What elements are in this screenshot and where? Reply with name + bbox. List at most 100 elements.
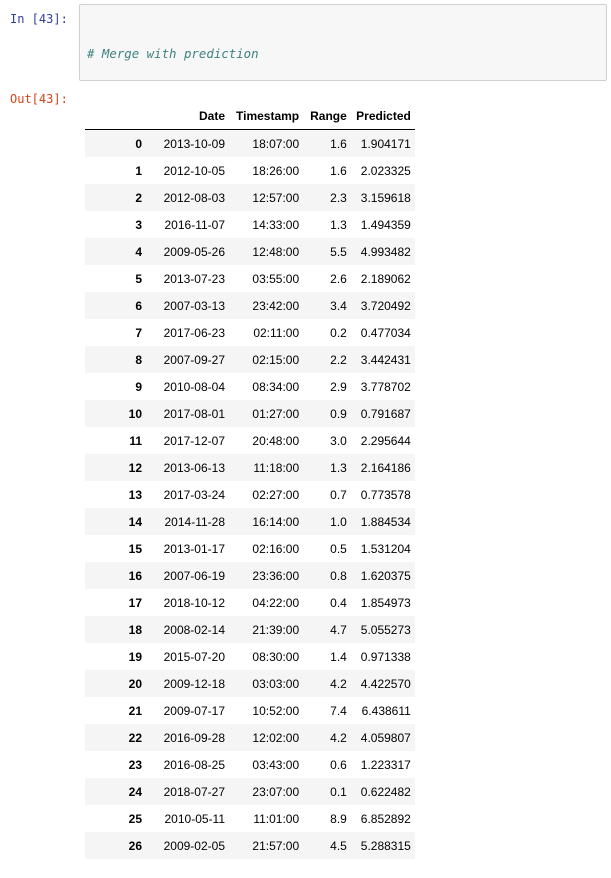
cell-predicted: 0.773578 — [360, 487, 411, 502]
cell-range: 4.2 — [330, 730, 347, 745]
row-index: 10 — [128, 406, 142, 421]
cell-timestamp: 11:18:00 — [253, 460, 300, 475]
table-row: 23 2016-08-25 03:43:00 0.6 1.223317 — [85, 751, 415, 778]
cell-range: 0.5 — [330, 541, 347, 556]
row-index: 9 — [135, 379, 142, 394]
cell-date: 2010-08-04 — [163, 379, 225, 394]
column-header-date: Date — [153, 103, 236, 130]
cell-timestamp: 18:26:00 — [252, 163, 300, 178]
cell-range: 0.4 — [330, 595, 347, 610]
cell-predicted: 6.438611 — [361, 703, 411, 718]
cell-timestamp: 20:48:00 — [252, 433, 300, 448]
table-header-row: Date Timestamp Range Predicted — [85, 103, 415, 130]
cell-timestamp: 16:14:00 — [252, 514, 300, 529]
cell-timestamp: 02:16:00 — [252, 541, 300, 556]
row-index: 16 — [128, 568, 142, 583]
cell-predicted: 6.852892 — [360, 811, 411, 826]
cell-range: 2.3 — [330, 190, 347, 205]
cell-range: 2.9 — [330, 379, 347, 394]
cell-timestamp: 12:02:00 — [252, 730, 300, 745]
row-index: 6 — [135, 298, 142, 313]
table-row: 8 2007-09-27 02:15:00 2.2 3.442431 — [85, 346, 415, 373]
table-row: 18 2008-02-14 21:39:00 4.7 5.055273 — [85, 616, 415, 643]
cell-range: 1.6 — [330, 163, 347, 178]
cell-range: 4.7 — [330, 622, 347, 637]
cell-timestamp: 02:11:00 — [253, 325, 300, 340]
code-input-area[interactable]: # Merge with prediction result = pd.merg… — [79, 4, 607, 81]
row-index: 22 — [128, 730, 142, 745]
row-index: 3 — [135, 217, 142, 232]
cell-range: 7.4 — [330, 703, 347, 718]
cell-predicted: 0.477034 — [360, 325, 411, 340]
table-row: 19 2015-07-20 08:30:00 1.4 0.971338 — [85, 643, 415, 670]
dataframe-table: Date Timestamp Range Predicted 0 2013-10-… — [85, 103, 415, 859]
cell-timestamp: 02:15:00 — [252, 352, 300, 367]
row-index: 24 — [128, 784, 142, 799]
table-row: 24 2018-07-27 23:07:00 0.1 0.622482 — [85, 778, 415, 805]
cell-date: 2018-07-27 — [163, 784, 225, 799]
cell-date: 2016-08-25 — [163, 757, 225, 772]
cell-predicted: 0.971338 — [360, 649, 411, 664]
cell-date: 2018-10-12 — [163, 595, 225, 610]
cell-date: 2013-06-13 — [163, 460, 225, 475]
cell-predicted: 1.620375 — [360, 568, 411, 583]
cell-range: 2.6 — [330, 271, 347, 286]
cell-date: 2013-07-23 — [163, 271, 225, 286]
cell-date: 2009-12-18 — [163, 676, 225, 691]
cell-date: 2016-11-07 — [164, 217, 226, 232]
cell-predicted: 1.884534 — [360, 514, 411, 529]
table-row: 1 2012-10-05 18:26:00 1.6 2.023325 — [85, 157, 415, 184]
cell-date: 2007-03-13 — [163, 298, 225, 313]
table-row: 13 2017-03-24 02:27:00 0.7 0.773578 — [85, 481, 415, 508]
cell-timestamp: 10:52:00 — [252, 703, 300, 718]
cell-date: 2009-02-05 — [163, 838, 225, 853]
cell-date: 2008-02-14 — [163, 622, 225, 637]
row-index: 5 — [135, 271, 142, 286]
cell-predicted: 4.422570 — [360, 676, 411, 691]
cell-range: 1.4 — [330, 649, 347, 664]
row-index: 18 — [128, 622, 142, 637]
cell-timestamp: 03:43:00 — [252, 757, 300, 772]
cell-predicted: 2.164186 — [360, 460, 411, 475]
cell-range: 0.8 — [330, 568, 347, 583]
cell-predicted: 5.288315 — [360, 838, 411, 853]
row-index: 21 — [128, 703, 142, 718]
cell-date: 2012-10-05 — [163, 163, 225, 178]
cell-date: 2015-07-20 — [163, 649, 225, 664]
cell-timestamp: 14:33:00 — [252, 217, 300, 232]
cell-range: 0.2 — [330, 325, 347, 340]
column-header-predicted: Predicted — [354, 103, 415, 130]
cell-date: 2013-10-09 — [163, 136, 225, 151]
cell-range: 1.0 — [330, 514, 347, 529]
cell-timestamp: 03:55:00 — [252, 271, 300, 286]
row-index: 0 — [135, 136, 142, 151]
cell-predicted: 0.791687 — [360, 406, 411, 421]
cell-date: 2010-05-11 — [164, 811, 226, 826]
cell-date: 2016-09-28 — [163, 730, 225, 745]
cell-timestamp: 21:39:00 — [252, 622, 300, 637]
cell-range: 8.9 — [330, 811, 347, 826]
input-prompt: In [43]: — [10, 12, 68, 26]
table-row: 26 2009-02-05 21:57:00 4.5 5.288315 — [85, 832, 415, 859]
column-header-index — [85, 103, 153, 130]
row-index: 20 — [128, 676, 142, 691]
cell-predicted: 4.993482 — [360, 244, 411, 259]
cell-range: 3.4 — [330, 298, 347, 313]
cell-range: 3.0 — [330, 433, 347, 448]
row-index: 2 — [135, 190, 142, 205]
row-index: 23 — [128, 757, 142, 772]
cell-predicted: 1.223317 — [360, 757, 411, 772]
table-row: 7 2017-06-23 02:11:00 0.2 0.477034 — [85, 319, 415, 346]
table-row: 5 2013-07-23 03:55:00 2.6 2.189062 — [85, 265, 415, 292]
cell-range: 0.6 — [330, 757, 347, 772]
table-row: 2 2012-08-03 12:57:00 2.3 3.159618 — [85, 184, 415, 211]
cell-range: 1.3 — [330, 217, 347, 232]
cell-timestamp: 04:22:00 — [252, 595, 300, 610]
column-header-range: Range — [310, 103, 355, 130]
table-row: 17 2018-10-12 04:22:00 0.4 1.854973 — [85, 589, 415, 616]
row-index: 11 — [129, 433, 142, 448]
cell-predicted: 5.055273 — [360, 622, 411, 637]
row-index: 14 — [128, 514, 142, 529]
cell-range: 1.3 — [330, 460, 347, 475]
cell-range: 0.9 — [330, 406, 347, 421]
